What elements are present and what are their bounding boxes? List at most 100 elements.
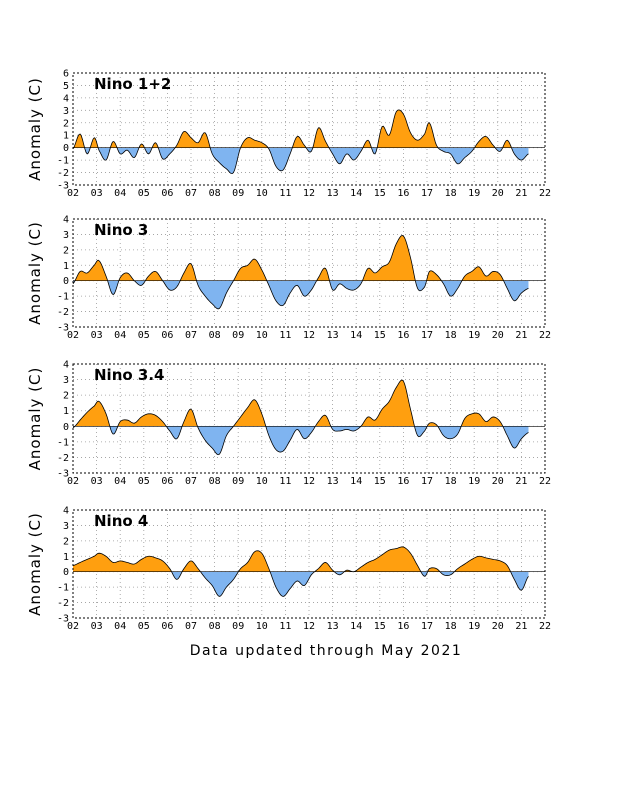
x-tick-label: 07 bbox=[185, 621, 197, 632]
x-tick-label: 15 bbox=[374, 330, 386, 341]
anomaly-series-line bbox=[72, 546, 529, 597]
x-tick-label: 04 bbox=[114, 330, 126, 341]
x-tick-label: 21 bbox=[515, 621, 527, 632]
anomaly-series-line bbox=[72, 109, 529, 175]
y-tick-label: 1 bbox=[63, 261, 69, 272]
positive-anomaly-area bbox=[75, 235, 504, 281]
x-tick-label: 06 bbox=[161, 330, 173, 341]
x-tick-label: 03 bbox=[91, 330, 103, 341]
x-tick-label: 02 bbox=[67, 188, 79, 199]
y-tick-label: -1 bbox=[57, 437, 69, 448]
x-tick-label: 02 bbox=[67, 476, 79, 487]
x-tick-label: 16 bbox=[397, 476, 409, 487]
negative-anomaly-area bbox=[73, 147, 529, 174]
x-tick-label: 03 bbox=[91, 621, 103, 632]
y-tick-label: 5 bbox=[63, 81, 69, 92]
y-tick-label: -3 bbox=[57, 614, 69, 625]
x-tick-label: 06 bbox=[161, 476, 173, 487]
y-tick-label: 1 bbox=[63, 131, 69, 142]
x-tick-label: 12 bbox=[303, 330, 315, 341]
x-tick-label: 16 bbox=[397, 188, 409, 199]
y-tick-label: -2 bbox=[57, 168, 69, 179]
y-tick-label: 2 bbox=[63, 391, 69, 402]
x-tick-label: 20 bbox=[492, 188, 504, 199]
x-tick-label: 16 bbox=[397, 330, 409, 341]
x-tick-label: 04 bbox=[114, 188, 126, 199]
x-tick-label: 15 bbox=[374, 476, 386, 487]
y-tick-label: 0 bbox=[63, 143, 69, 154]
x-tick-label: 11 bbox=[279, 188, 291, 199]
x-tick-label: 10 bbox=[256, 621, 268, 632]
x-tick-label: 04 bbox=[114, 476, 126, 487]
x-tick-label: 05 bbox=[138, 476, 150, 487]
y-tick-label: 3 bbox=[63, 106, 69, 117]
x-tick-label: 11 bbox=[279, 330, 291, 341]
x-tick-label: 06 bbox=[161, 621, 173, 632]
x-tick-label: 20 bbox=[492, 330, 504, 341]
x-tick-label: 08 bbox=[209, 476, 221, 487]
x-tick-label: 13 bbox=[327, 476, 339, 487]
x-tick-label: 04 bbox=[114, 621, 126, 632]
x-tick-label: 21 bbox=[515, 188, 527, 199]
y-tick-label: 4 bbox=[63, 215, 69, 226]
x-tick-label: 18 bbox=[445, 476, 457, 487]
positive-anomaly-area bbox=[73, 109, 512, 148]
x-tick-label: 17 bbox=[421, 330, 433, 341]
x-tick-label: 13 bbox=[327, 188, 339, 199]
x-tick-label: 22 bbox=[539, 621, 551, 632]
y-tick-label: -3 bbox=[57, 323, 69, 334]
x-tick-label: 22 bbox=[539, 188, 551, 199]
y-tick-label: -1 bbox=[57, 292, 69, 303]
x-tick-label: 05 bbox=[138, 188, 150, 199]
plot-frame bbox=[72, 72, 546, 186]
y-tick-label: -3 bbox=[57, 181, 69, 192]
x-tick-label: 05 bbox=[138, 330, 150, 341]
x-tick-label: 20 bbox=[492, 621, 504, 632]
y-axis-label: Anomaly (C) bbox=[26, 77, 44, 181]
y-tick-label: 3 bbox=[63, 375, 69, 386]
x-tick-label: 14 bbox=[350, 188, 362, 199]
anomaly-series-line bbox=[72, 234, 529, 310]
x-tick-label: 19 bbox=[468, 330, 480, 341]
plot-frame bbox=[72, 363, 546, 474]
y-tick-label: 2 bbox=[63, 245, 69, 256]
y-tick-label: 0 bbox=[63, 276, 69, 287]
x-tick-label: 06 bbox=[161, 188, 173, 199]
panel-title: Nino 3.4 bbox=[94, 366, 164, 384]
x-tick-label: 18 bbox=[445, 188, 457, 199]
x-tick-label: 14 bbox=[350, 621, 362, 632]
x-tick-label: 09 bbox=[232, 476, 244, 487]
x-tick-label: 22 bbox=[539, 476, 551, 487]
y-tick-label: -1 bbox=[57, 583, 69, 594]
y-tick-label: 2 bbox=[63, 536, 69, 547]
x-tick-label: 12 bbox=[303, 188, 315, 199]
y-tick-label: -2 bbox=[57, 453, 69, 464]
x-tick-label: 07 bbox=[185, 330, 197, 341]
x-tick-label: 02 bbox=[67, 621, 79, 632]
y-tick-label: 1 bbox=[63, 406, 69, 417]
x-tick-label: 10 bbox=[256, 330, 268, 341]
y-axis-label: Anomaly (C) bbox=[26, 512, 44, 616]
x-tick-label: 10 bbox=[256, 188, 268, 199]
y-axis-label: Anomaly (C) bbox=[26, 367, 44, 471]
x-tick-label: 21 bbox=[515, 476, 527, 487]
x-tick-label: 17 bbox=[421, 621, 433, 632]
y-tick-label: 3 bbox=[63, 521, 69, 532]
x-tick-label: 07 bbox=[185, 476, 197, 487]
x-tick-label: 13 bbox=[327, 621, 339, 632]
x-tick-label: 20 bbox=[492, 476, 504, 487]
y-tick-label: -1 bbox=[57, 156, 69, 167]
x-tick-label: 21 bbox=[515, 330, 527, 341]
x-tick-label: 03 bbox=[91, 476, 103, 487]
x-tick-label: 07 bbox=[185, 188, 197, 199]
positive-anomaly-area bbox=[73, 546, 511, 572]
x-tick-label: 18 bbox=[445, 330, 457, 341]
x-tick-label: 15 bbox=[374, 621, 386, 632]
x-tick-label: 19 bbox=[468, 188, 480, 199]
y-tick-label: 0 bbox=[63, 422, 69, 433]
